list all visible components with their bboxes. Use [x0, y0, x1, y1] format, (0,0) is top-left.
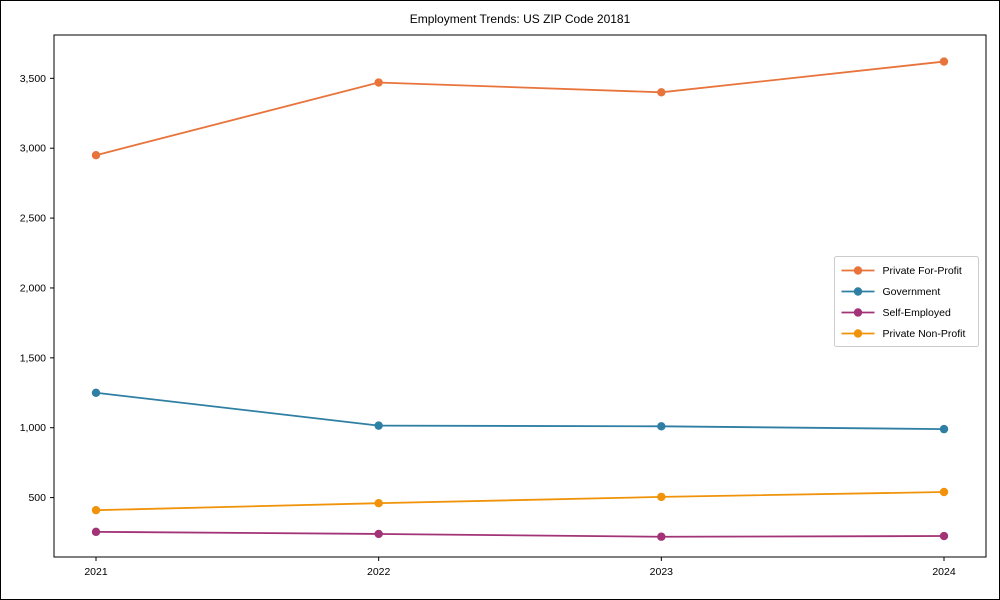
- data-point: [939, 424, 949, 434]
- data-point: [657, 422, 666, 431]
- y-tick-label: 1,000: [20, 422, 46, 434]
- x-tick-label: 2022: [367, 566, 391, 578]
- y-tick-label: 2,000: [20, 282, 46, 294]
- y-tick-label: 1,500: [20, 352, 46, 364]
- plot-border: [53, 34, 987, 558]
- data-point: [91, 527, 101, 537]
- chart-title: Employment Trends: US ZIP Code 20181: [410, 12, 631, 26]
- legend-box: [834, 256, 979, 347]
- series-line-3: [95, 491, 945, 512]
- legend-marker: [853, 287, 863, 296]
- data-point: [91, 150, 101, 160]
- series-line-2: [95, 530, 945, 538]
- data-point: [657, 532, 666, 541]
- data-point: [374, 78, 383, 87]
- data-point: [657, 88, 666, 97]
- series-line-1: [95, 391, 945, 431]
- x-tick-label: 2024: [932, 566, 956, 578]
- y-tick-label: 3,500: [20, 73, 46, 85]
- legend-marker: [853, 266, 863, 275]
- legend-label: Private Non-Profit: [883, 328, 966, 340]
- x-tick-label: 2023: [650, 566, 674, 578]
- data-point: [939, 487, 949, 497]
- legend-marker: [853, 308, 863, 317]
- data-point: [939, 531, 949, 541]
- data-point: [374, 498, 383, 508]
- legend-label: Private For-Profit: [883, 265, 962, 277]
- x-tick-label: 2021: [84, 566, 108, 578]
- series-line-0: [95, 60, 945, 157]
- data-point: [374, 421, 383, 430]
- data-point: [374, 529, 383, 539]
- legend-label: Self-Employed: [883, 307, 951, 319]
- data-point: [657, 492, 666, 502]
- data-point: [91, 505, 101, 515]
- legend-label: Government: [883, 286, 941, 298]
- data-point: [91, 388, 101, 397]
- y-tick-label: 500: [28, 492, 46, 504]
- legend-marker: [853, 329, 863, 338]
- y-tick-label: 2,500: [20, 213, 46, 225]
- y-tick-label: 3,000: [20, 143, 46, 155]
- data-point: [939, 57, 949, 66]
